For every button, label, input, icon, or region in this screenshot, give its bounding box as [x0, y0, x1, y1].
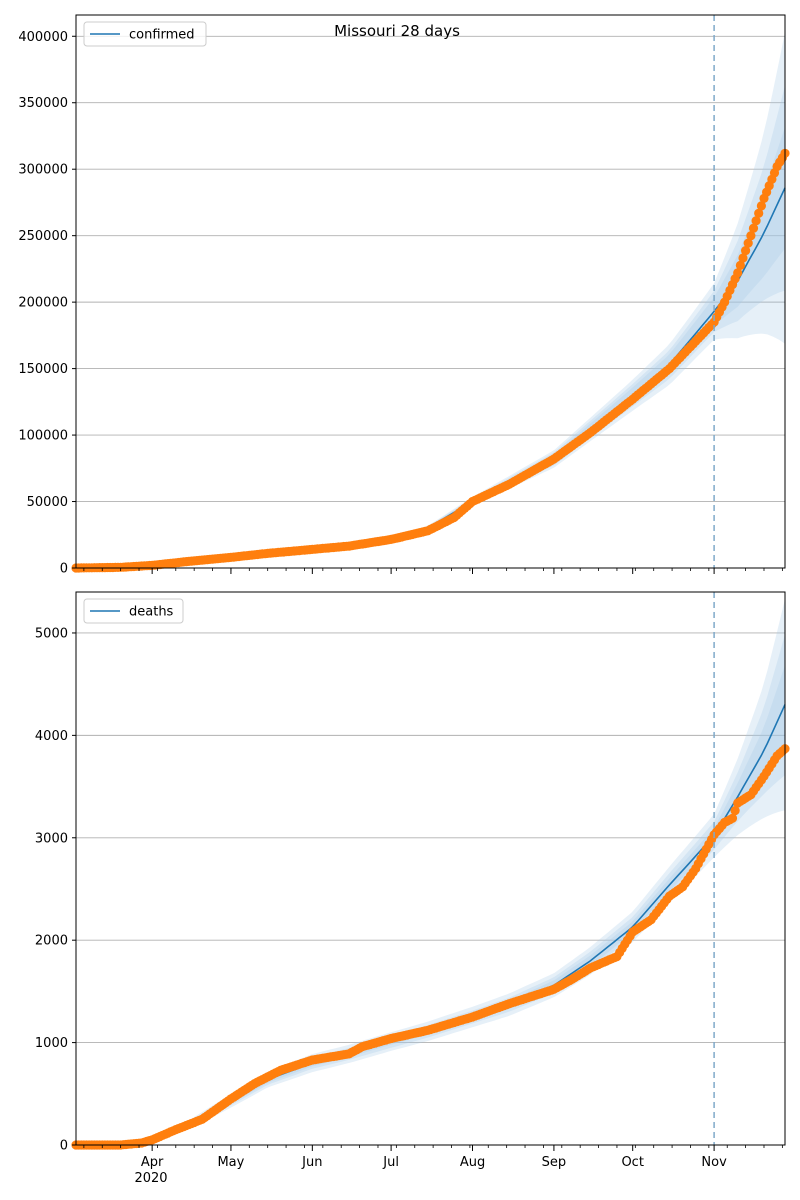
confirmed-plot-frame: [75, 14, 786, 569]
confirmed-observed-point: [746, 231, 756, 241]
confirmed-legend-label: confirmed: [129, 28, 195, 43]
deaths-band-1: [76, 599, 785, 1145]
deaths-legend: deaths: [83, 598, 184, 624]
confirmed-observed-point: [738, 253, 748, 263]
deaths-y-tick-label: 0: [60, 1139, 68, 1154]
confirmed-y-tick-label: 0: [60, 562, 68, 577]
confirmed-observed-point: [751, 216, 761, 226]
chart-title: Missouri 28 days: [334, 22, 460, 40]
x-tick-label: Jun: [301, 1155, 322, 1170]
deaths-observed-point: [727, 813, 738, 823]
deaths-observed-point: [730, 806, 740, 816]
x-tick-label: Oct: [621, 1155, 643, 1170]
x-tick-label: Nov: [701, 1155, 727, 1170]
deaths-x-axis: Apr May Jun Jul Aug Sep Oct Nov: [83, 1145, 783, 1170]
deaths-y-axis: 0 1000 2000 3000 4000 5000: [35, 626, 76, 1154]
confirmed-observed-point: [756, 201, 767, 211]
x-tick-label: Sep: [542, 1155, 567, 1170]
confirmed-observed-point: [754, 208, 764, 218]
confirmed-observed-point: [735, 260, 746, 270]
deaths-legend-label: deaths: [129, 605, 174, 620]
x-tick-label: May: [217, 1155, 244, 1170]
confirmed-y-tick-label: 50000: [27, 495, 68, 510]
deaths-gridlines: [76, 632, 785, 1044]
x-axis-year-label: 2020: [134, 1171, 167, 1186]
confirmed-legend-box: [83, 21, 207, 47]
confirmed-y-tick-label: 150000: [18, 362, 68, 377]
deaths-plot-frame: [75, 591, 786, 1146]
x-tick-label: Apr: [141, 1155, 164, 1170]
deaths-y-tick-label: 4000: [35, 729, 68, 744]
confirmed-panel: 0 50000 100000 150000 200000 250000 300000 3500…: [18, 14, 790, 577]
deaths-legend-box: [83, 598, 184, 624]
confirmed-y-tick-label: 350000: [18, 96, 68, 111]
confirmed-y-tick-label: 400000: [18, 30, 68, 45]
confirmed-observed-point: [733, 268, 743, 278]
confirmed-y-tick-label: 100000: [18, 429, 68, 444]
confirmed-x-axis: [83, 568, 783, 574]
deaths-y-tick-label: 5000: [35, 626, 68, 641]
deaths-y-tick-label: 3000: [35, 831, 68, 846]
confirmed-observed-point: [741, 246, 751, 256]
confirmed-observed-point: [743, 238, 753, 248]
confirmed-y-axis: 0 50000 100000 150000 200000 250000 300000 3500…: [18, 30, 76, 577]
deaths-observed-points: [71, 744, 790, 1150]
deaths-y-tick-label: 1000: [35, 1036, 68, 1051]
deaths-y-tick-label: 2000: [35, 934, 68, 949]
confirmed-observed-point: [748, 223, 759, 233]
deaths-panel: 0 1000 2000 3000 4000 5000 Apr May Jun Jul Aug Sep…: [35, 591, 790, 1170]
confirmed-legend: confirmed: [83, 21, 207, 47]
x-tick-label: Aug: [460, 1155, 485, 1170]
confirmed-y-tick-label: 250000: [18, 229, 68, 244]
x-tick-label: Jul: [382, 1155, 399, 1170]
confirmed-y-tick-label: 300000: [18, 163, 68, 178]
confirmed-y-tick-label: 200000: [18, 296, 68, 311]
deaths-uncertainty-bands: [76, 599, 785, 1145]
